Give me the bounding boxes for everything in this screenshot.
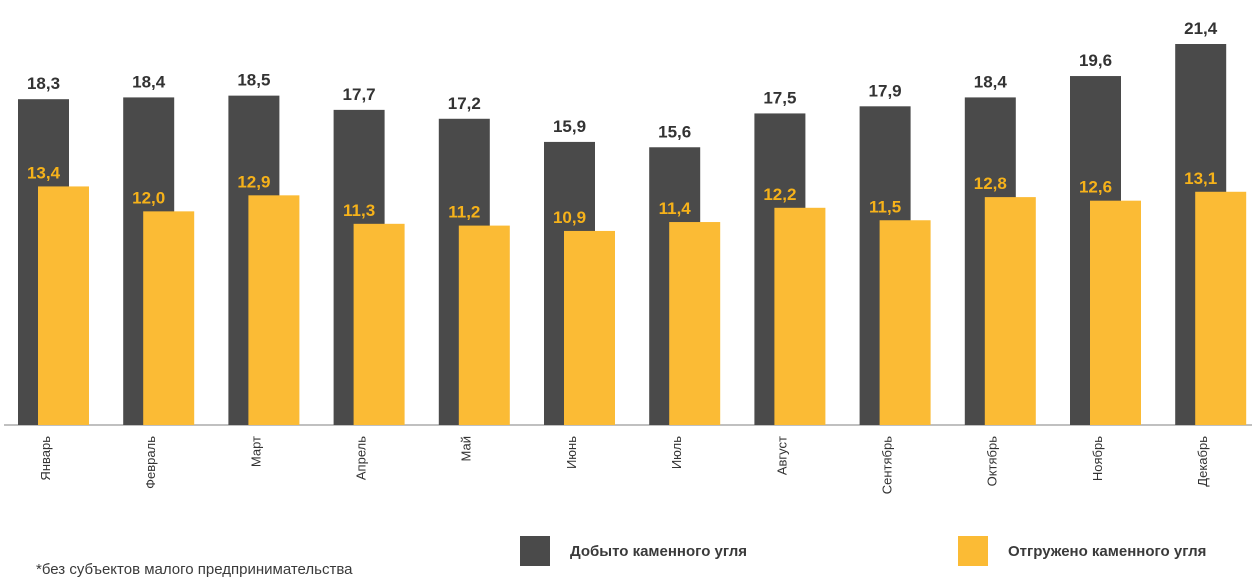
bar-shipped: [38, 186, 89, 425]
x-tick-label: Сентябрь: [880, 436, 895, 494]
data-label-shipped: 11,3: [343, 201, 375, 220]
x-tick-label: Апрель: [354, 436, 369, 480]
footnote: *без субъектов малого предпринимательств…: [36, 561, 353, 578]
data-label-shipped: 12,2: [763, 185, 796, 204]
legend-label-mined: Добыто каменного угля: [570, 542, 748, 560]
data-label-shipped: 12,6: [1079, 178, 1112, 197]
data-label-shipped: 11,4: [659, 199, 692, 218]
bar-shipped: [143, 211, 195, 425]
data-label-mined: 17,9: [869, 81, 902, 100]
bar-shipped: [669, 222, 721, 425]
legend-swatch-mined: [520, 536, 550, 566]
x-tick-label: Август: [774, 436, 789, 475]
data-label-shipped: 11,2: [448, 203, 480, 222]
bar-shipped: [1090, 200, 1141, 425]
data-label-shipped: 10,9: [553, 208, 586, 227]
legend-label-shipped: Отгружено каменного угля: [1008, 542, 1207, 560]
data-label-mined: 18,4: [974, 72, 1008, 91]
x-tick-label: Май: [459, 436, 474, 461]
x-tick-label: Июнь: [564, 436, 579, 469]
legend-swatch-shipped: [958, 536, 988, 566]
data-label-mined: 15,9: [553, 117, 586, 136]
data-label-mined: 17,7: [343, 85, 376, 104]
bar-shipped: [248, 195, 300, 425]
x-tick-label: Декабрь: [1195, 436, 1210, 487]
data-label-mined: 18,4: [132, 72, 166, 91]
bar-shipped: [564, 230, 615, 425]
data-label-mined: 21,4: [1184, 19, 1218, 38]
bar-shipped: [1195, 191, 1247, 425]
data-label-shipped: 12,0: [132, 188, 165, 207]
x-tick-label: Ноябрь: [1090, 436, 1105, 481]
bar-shipped: [458, 225, 510, 425]
x-tick-label: Январь: [38, 436, 53, 481]
data-label-shipped: 12,9: [237, 172, 270, 191]
bar-shipped: [984, 197, 1036, 425]
data-label-mined: 18,3: [27, 74, 60, 93]
data-label-shipped: 13,1: [1184, 169, 1217, 188]
legend-item-mined: Добыто каменного угля: [520, 536, 747, 566]
x-tick-label: Февраль: [143, 436, 158, 489]
data-label-mined: 19,6: [1079, 51, 1112, 70]
x-tick-label: Март: [248, 436, 263, 467]
bar-shipped: [774, 207, 826, 425]
data-label-mined: 18,5: [237, 71, 270, 90]
data-label-mined: 17,2: [448, 94, 481, 113]
data-label-mined: 17,5: [763, 88, 796, 107]
data-label-shipped: 11,5: [869, 197, 901, 216]
data-label-shipped: 12,8: [974, 174, 1007, 193]
data-label-shipped: 13,4: [27, 163, 61, 182]
x-tick-label: Октябрь: [985, 436, 1000, 487]
x-tick-label: Июль: [669, 436, 684, 469]
bar-shipped: [879, 220, 931, 425]
bar-shipped: [353, 223, 405, 425]
data-label-mined: 15,6: [658, 122, 691, 141]
legend-item-shipped: Отгружено каменного угля: [958, 536, 1206, 566]
